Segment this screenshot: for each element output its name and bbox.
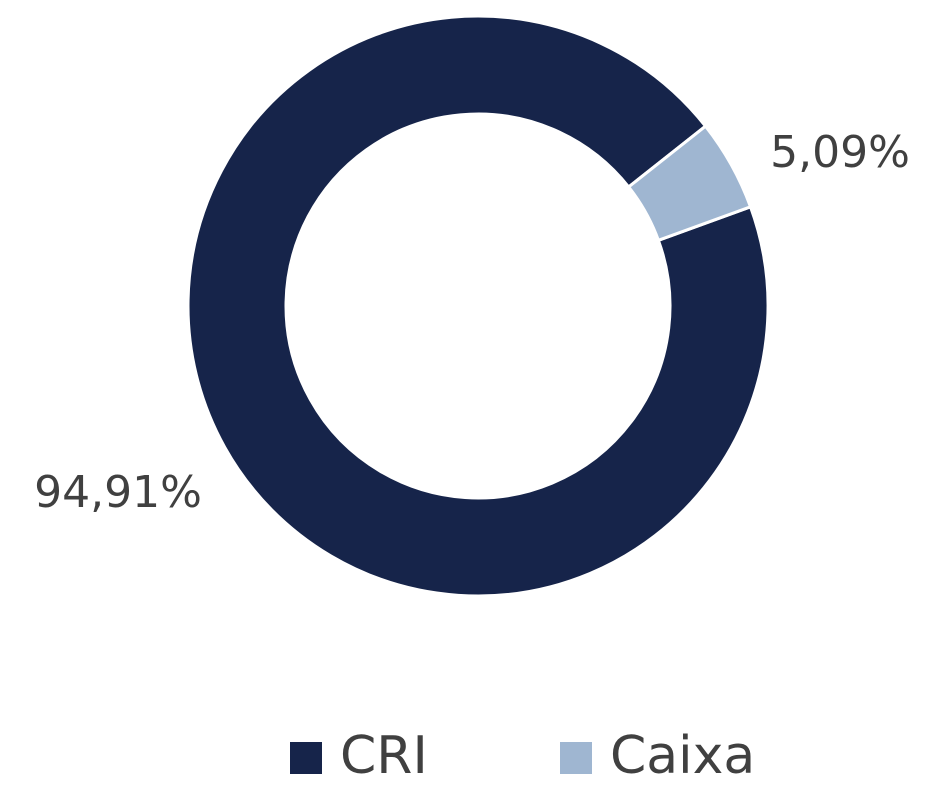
data-label: 5,09% [770,127,910,178]
slice [186,14,770,598]
legend: CRI Caixa [290,726,755,785]
data-labels: 94,91% 5,09% [34,127,910,518]
slice [626,124,753,243]
legend-label: Caixa [610,726,755,785]
data-label: 94,91% [34,467,202,518]
legend-swatch [290,742,322,774]
legend-swatch [560,742,592,774]
legend-label: CRI [340,726,428,785]
donut [186,14,770,598]
